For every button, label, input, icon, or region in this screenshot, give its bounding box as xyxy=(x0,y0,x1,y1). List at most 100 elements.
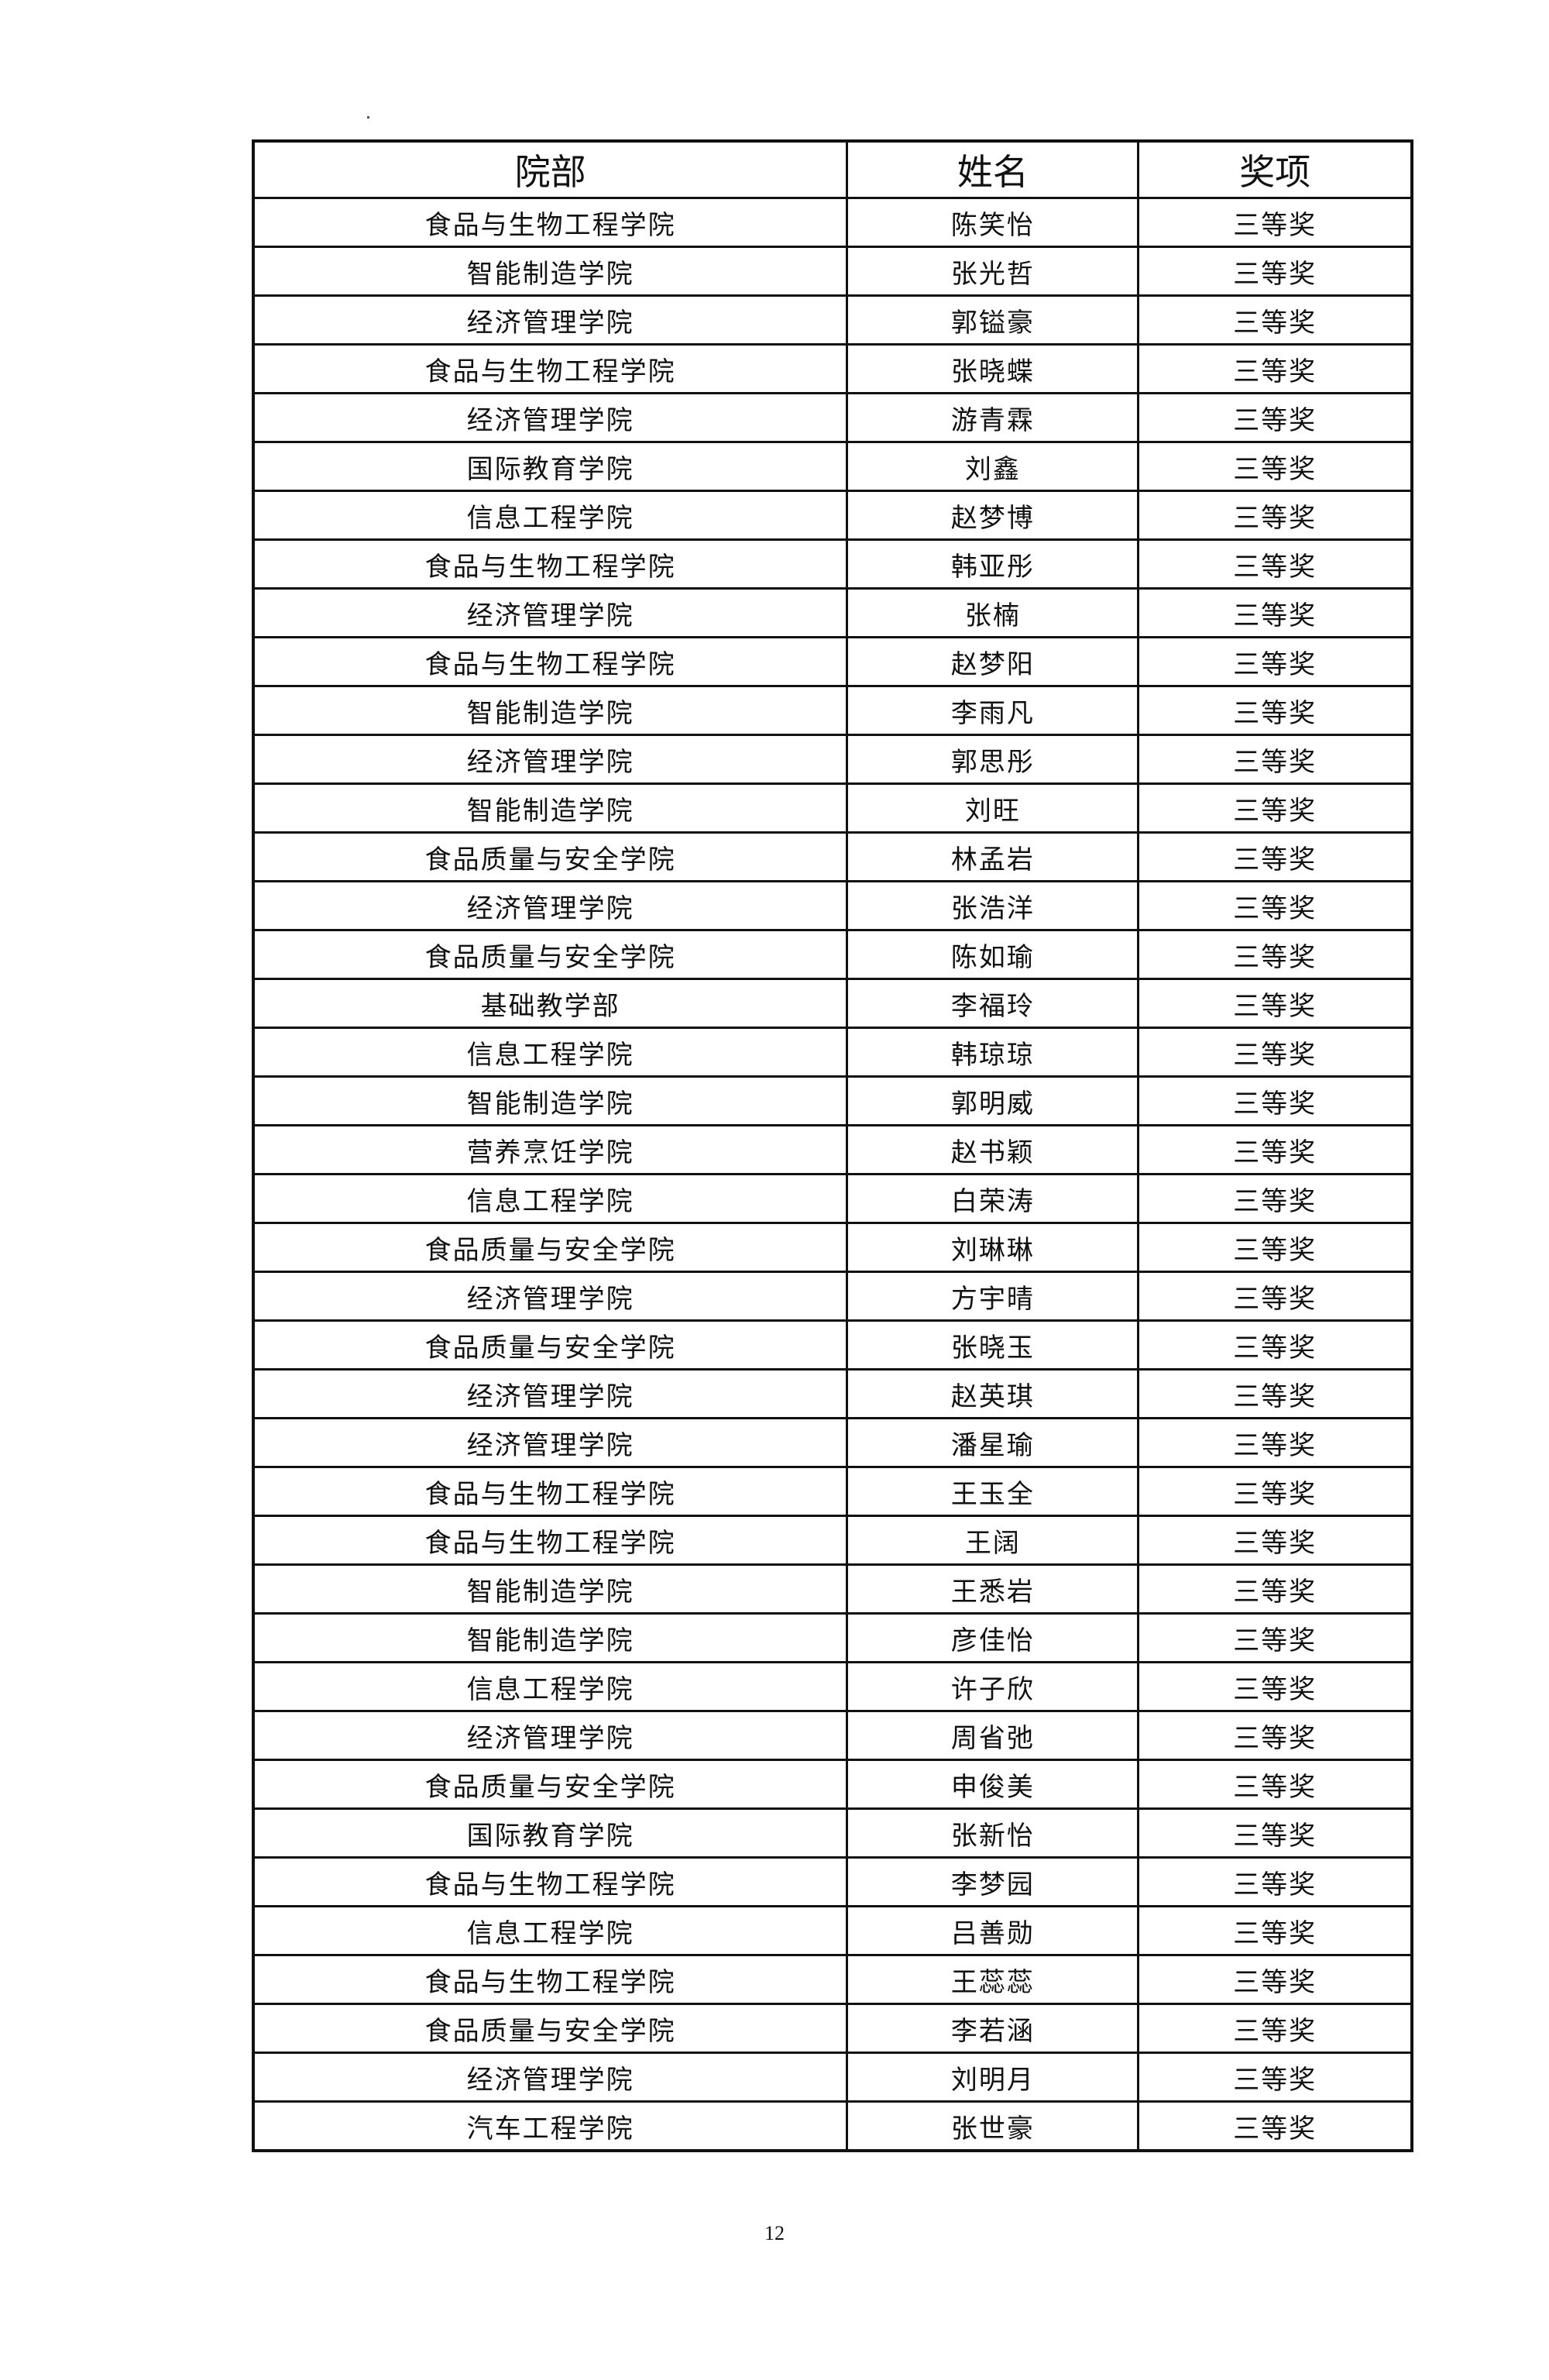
name-cell: 张楠 xyxy=(846,587,1140,638)
department-cell: 基础教学部 xyxy=(252,978,849,1029)
name-cell: 李福玲 xyxy=(846,978,1140,1029)
name-cell: 赵梦阳 xyxy=(846,636,1140,687)
table-row: 智能制造学院 张光哲 三等奖 xyxy=(252,246,1413,297)
award-cell: 三等奖 xyxy=(1137,1173,1413,1224)
table-row: 食品与生物工程学院 王蕊蕊 三等奖 xyxy=(252,1954,1413,2005)
table-row: 食品质量与安全学院 陈如瑜 三等奖 xyxy=(252,929,1413,980)
name-cell: 游青霖 xyxy=(846,392,1140,443)
award-cell: 三等奖 xyxy=(1137,1466,1413,1517)
table-row: 食品质量与安全学院 李若涵 三等奖 xyxy=(252,2003,1413,2054)
name-cell: 吕善勋 xyxy=(846,1905,1140,1956)
table-row: 食品质量与安全学院 张晓玉 三等奖 xyxy=(252,1319,1413,1371)
award-cell: 三等奖 xyxy=(1137,1661,1413,1712)
department-cell: 国际教育学院 xyxy=(252,1807,849,1859)
department-cell: 食品与生物工程学院 xyxy=(252,343,849,394)
name-cell: 刘明月 xyxy=(846,2052,1140,2103)
name-cell: 张晓蝶 xyxy=(846,343,1140,394)
name-cell: 张晓玉 xyxy=(846,1319,1140,1371)
name-cell: 赵英琪 xyxy=(846,1368,1140,1419)
table-row: 智能制造学院 郭明威 三等奖 xyxy=(252,1075,1413,1126)
name-cell: 张新怡 xyxy=(846,1807,1140,1859)
department-cell: 经济管理学院 xyxy=(252,734,849,785)
award-cell: 三等奖 xyxy=(1137,2003,1413,2054)
award-cell: 三等奖 xyxy=(1137,978,1413,1029)
award-cell: 三等奖 xyxy=(1137,1905,1413,1956)
award-cell: 三等奖 xyxy=(1137,1563,1413,1615)
award-cell: 三等奖 xyxy=(1137,246,1413,297)
award-cell: 三等奖 xyxy=(1137,392,1413,443)
department-cell: 食品质量与安全学院 xyxy=(252,1222,849,1273)
department-cell: 食品质量与安全学院 xyxy=(252,929,849,980)
department-cell: 智能制造学院 xyxy=(252,685,849,736)
award-cell: 三等奖 xyxy=(1137,1710,1413,1761)
table-row: 食品与生物工程学院 赵梦阳 三等奖 xyxy=(252,636,1413,687)
department-cell: 智能制造学院 xyxy=(252,246,849,297)
award-cell: 三等奖 xyxy=(1137,1319,1413,1371)
department-cell: 食品质量与安全学院 xyxy=(252,1759,849,1810)
name-cell: 王蕊蕊 xyxy=(846,1954,1140,2005)
table-row: 经济管理学院 周省弛 三等奖 xyxy=(252,1710,1413,1761)
table-row: 信息工程学院 赵梦博 三等奖 xyxy=(252,490,1413,541)
table-row: 食品与生物工程学院 陈笑怡 三等奖 xyxy=(252,197,1413,248)
department-cell: 食品质量与安全学院 xyxy=(252,2003,849,2054)
name-cell: 林孟岩 xyxy=(846,831,1140,882)
table-row: 经济管理学院 刘明月 三等奖 xyxy=(252,2052,1413,2103)
department-cell: 食品质量与安全学院 xyxy=(252,831,849,882)
department-cell: 食品与生物工程学院 xyxy=(252,197,849,248)
award-cell: 三等奖 xyxy=(1137,1954,1413,2005)
table-header-row: 院部 姓名 奖项 xyxy=(252,139,1413,199)
award-cell: 三等奖 xyxy=(1137,685,1413,736)
award-cell: 三等奖 xyxy=(1137,636,1413,687)
department-cell: 经济管理学院 xyxy=(252,880,849,931)
department-cell: 信息工程学院 xyxy=(252,1661,849,1712)
award-cell: 三等奖 xyxy=(1137,734,1413,785)
table-row: 经济管理学院 游青霖 三等奖 xyxy=(252,392,1413,443)
table-row: 经济管理学院 方宇晴 三等奖 xyxy=(252,1271,1413,1322)
table-row: 食品与生物工程学院 韩亚彤 三等奖 xyxy=(252,538,1413,590)
department-cell: 汽车工程学院 xyxy=(252,2100,849,2152)
award-table: 院部 姓名 奖项 食品与生物工程学院 陈笑怡 三等奖 智能制造学院 张光哲 三等奖 经济管理… xyxy=(252,139,1413,2152)
award-cell: 三等奖 xyxy=(1137,880,1413,931)
table-row: 食品质量与安全学院 林孟岩 三等奖 xyxy=(252,831,1413,882)
award-cell: 三等奖 xyxy=(1137,1515,1413,1566)
department-cell: 经济管理学院 xyxy=(252,1368,849,1419)
department-cell: 食品与生物工程学院 xyxy=(252,538,849,590)
table-row: 国际教育学院 张新怡 三等奖 xyxy=(252,1807,1413,1859)
table-row: 信息工程学院 许子欣 三等奖 xyxy=(252,1661,1413,1712)
department-cell: 智能制造学院 xyxy=(252,1612,849,1663)
name-cell: 刘琳琳 xyxy=(846,1222,1140,1273)
name-cell: 张光哲 xyxy=(846,246,1140,297)
table-body: 食品与生物工程学院 陈笑怡 三等奖 智能制造学院 张光哲 三等奖 经济管理学院 郭镒豪 三等奖食… xyxy=(252,197,1413,2152)
award-cell: 三等奖 xyxy=(1137,1271,1413,1322)
department-cell: 信息工程学院 xyxy=(252,490,849,541)
department-cell: 信息工程学院 xyxy=(252,1173,849,1224)
department-cell: 国际教育学院 xyxy=(252,441,849,492)
table-row: 经济管理学院 郭思彤 三等奖 xyxy=(252,734,1413,785)
header-name: 姓名 xyxy=(846,139,1140,199)
page-number: 12 xyxy=(764,2222,785,2244)
department-cell: 信息工程学院 xyxy=(252,1027,849,1078)
award-cell: 三等奖 xyxy=(1137,2100,1413,2152)
award-cell: 三等奖 xyxy=(1137,343,1413,394)
award-cell: 三等奖 xyxy=(1137,929,1413,980)
table-row: 汽车工程学院 张世豪 三等奖 xyxy=(252,2100,1413,2152)
department-cell: 经济管理学院 xyxy=(252,2052,849,2103)
table-row: 智能制造学院 李雨凡 三等奖 xyxy=(252,685,1413,736)
award-cell: 三等奖 xyxy=(1137,197,1413,248)
table-row: 智能制造学院 王悉岩 三等奖 xyxy=(252,1563,1413,1615)
name-cell: 申俊美 xyxy=(846,1759,1140,1810)
name-cell: 韩亚彤 xyxy=(846,538,1140,590)
table-row: 基础教学部 李福玲 三等奖 xyxy=(252,978,1413,1029)
name-cell: 郭思彤 xyxy=(846,734,1140,785)
department-cell: 食品与生物工程学院 xyxy=(252,1515,849,1566)
department-cell: 经济管理学院 xyxy=(252,587,849,638)
award-cell: 三等奖 xyxy=(1137,1368,1413,1419)
name-cell: 王悉岩 xyxy=(846,1563,1140,1615)
name-cell: 刘旺 xyxy=(846,782,1140,834)
department-cell: 食品与生物工程学院 xyxy=(252,1954,849,2005)
header-award: 奖项 xyxy=(1137,139,1413,199)
award-cell: 三等奖 xyxy=(1137,1124,1413,1175)
name-cell: 彦佳怡 xyxy=(846,1612,1140,1663)
table-row: 经济管理学院 郭镒豪 三等奖 xyxy=(252,294,1413,346)
award-cell: 三等奖 xyxy=(1137,1417,1413,1468)
